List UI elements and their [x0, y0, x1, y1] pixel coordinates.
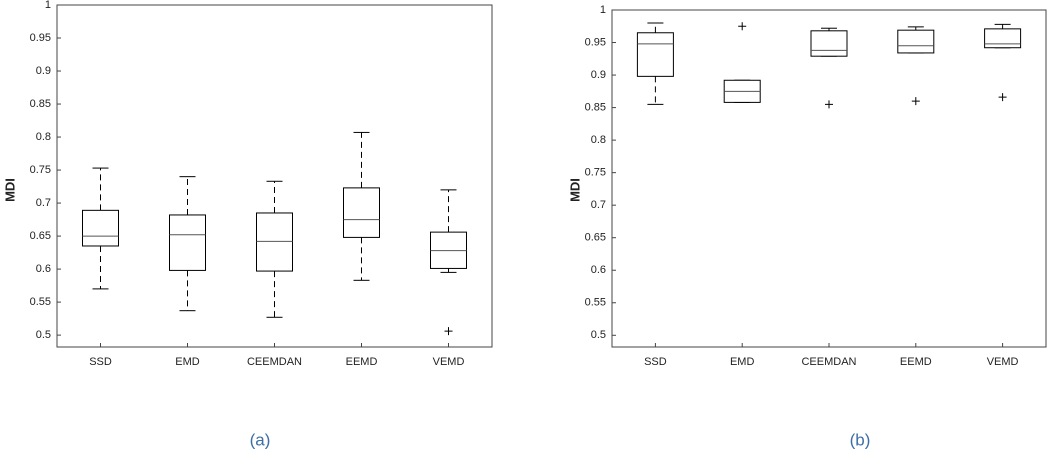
box: [897, 29, 935, 54]
y-tick-label: 0.75: [585, 167, 606, 179]
y-tick-label: 0.95: [585, 36, 606, 48]
caption: (b): [850, 430, 871, 449]
box: [256, 212, 293, 272]
y-tick-label: 0.5: [591, 329, 606, 341]
box: [984, 28, 1022, 49]
y-tick-label: 0.9: [591, 69, 606, 81]
plot-frame: [611, 9, 1047, 348]
y-tick-label: 0.7: [591, 199, 606, 211]
y-axis-label: MDI: [567, 178, 582, 202]
y-tick-label: 1: [600, 4, 606, 16]
outlier: [825, 100, 833, 109]
x-tick-label: EMD: [175, 356, 200, 368]
caption: (a): [250, 430, 271, 449]
x-tick-label: CEEMDAN: [801, 356, 856, 368]
y-tick-label: 0.55: [30, 296, 51, 308]
box: [343, 187, 380, 238]
x-tick-label: CEEMDAN: [247, 356, 302, 368]
y-tick-label: 0.85: [585, 101, 606, 113]
y-tick-label: 0.5: [36, 329, 51, 341]
y-tick-label: 0.65: [585, 232, 606, 244]
y-tick-label: 0.95: [30, 32, 51, 44]
box: [169, 214, 206, 271]
box: [82, 209, 119, 247]
x-tick-label: EMD: [730, 356, 755, 368]
y-tick-label: 0.9: [36, 65, 51, 77]
y-tick-label: 0.55: [585, 297, 606, 309]
outlier: [998, 93, 1007, 102]
y-tick-label: 0.6: [591, 264, 606, 276]
outlier: [444, 327, 453, 336]
x-tick-label: SSD: [89, 356, 112, 368]
x-tick-label: VEMD: [433, 356, 465, 368]
outlier: [738, 22, 747, 31]
x-tick-label: EEMD: [900, 356, 932, 368]
x-tick-label: VEMD: [987, 356, 1019, 368]
y-tick-label: 1: [45, 0, 51, 11]
y-tick-label: 0.8: [591, 134, 606, 146]
box: [636, 32, 674, 77]
y-axis-label: MDI: [2, 178, 17, 202]
y-tick-label: 0.8: [36, 131, 51, 143]
y-tick-label: 0.6: [36, 263, 51, 275]
x-tick-label: EEMD: [346, 356, 378, 368]
box: [810, 30, 848, 57]
y-tick-label: 0.85: [30, 98, 51, 110]
outlier: [911, 97, 920, 106]
y-tick-label: 0.75: [30, 164, 51, 176]
y-tick-label: 0.65: [30, 230, 51, 242]
y-tick-label: 0.7: [36, 197, 51, 209]
x-tick-label: SSD: [644, 356, 667, 368]
